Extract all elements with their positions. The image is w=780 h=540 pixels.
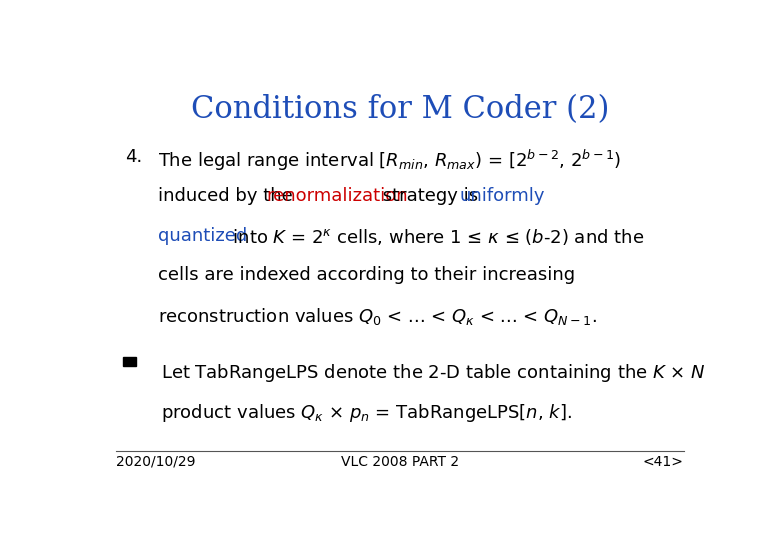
Text: quantized: quantized xyxy=(158,227,247,245)
Text: product values $Q_{\kappa}$ × $p_n$ = TabRangeLPS[$n$, $k$].: product values $Q_{\kappa}$ × $p_n$ = Ta… xyxy=(161,402,572,423)
Text: cells are indexed according to their increasing: cells are indexed according to their inc… xyxy=(158,266,575,285)
Text: strategy is: strategy is xyxy=(377,187,484,205)
Text: into $K$ = $2^{\kappa}$ cells, where 1 ≤ $\kappa$ ≤ ($b$-2) and the: into $K$ = $2^{\kappa}$ cells, where 1 ≤… xyxy=(227,227,644,247)
Bar xyxy=(123,357,136,366)
Text: renormalization: renormalization xyxy=(267,187,409,205)
Text: Conditions for M Coder (2): Conditions for M Coder (2) xyxy=(190,94,609,125)
Text: <41>: <41> xyxy=(643,455,684,469)
Text: 2020/10/29: 2020/10/29 xyxy=(115,455,195,469)
Text: uniformly: uniformly xyxy=(459,187,545,205)
Text: Let TabRangeLPS denote the 2-D table containing the $K$ × $N$: Let TabRangeLPS denote the 2-D table con… xyxy=(161,362,706,384)
Text: 4.: 4. xyxy=(125,148,142,166)
Text: reconstruction values $Q_0$ < ... < $Q_{\kappa}$ < ... < $Q_{N-1}$.: reconstruction values $Q_0$ < ... < $Q_{… xyxy=(158,306,597,327)
Text: The legal range interval [$R_{min}$, $R_{max}$) = [$2^{b-2}$, $2^{b-1}$): The legal range interval [$R_{min}$, $R_… xyxy=(158,148,621,173)
Text: VLC 2008 PART 2: VLC 2008 PART 2 xyxy=(341,455,459,469)
Text: induced by the: induced by the xyxy=(158,187,299,205)
